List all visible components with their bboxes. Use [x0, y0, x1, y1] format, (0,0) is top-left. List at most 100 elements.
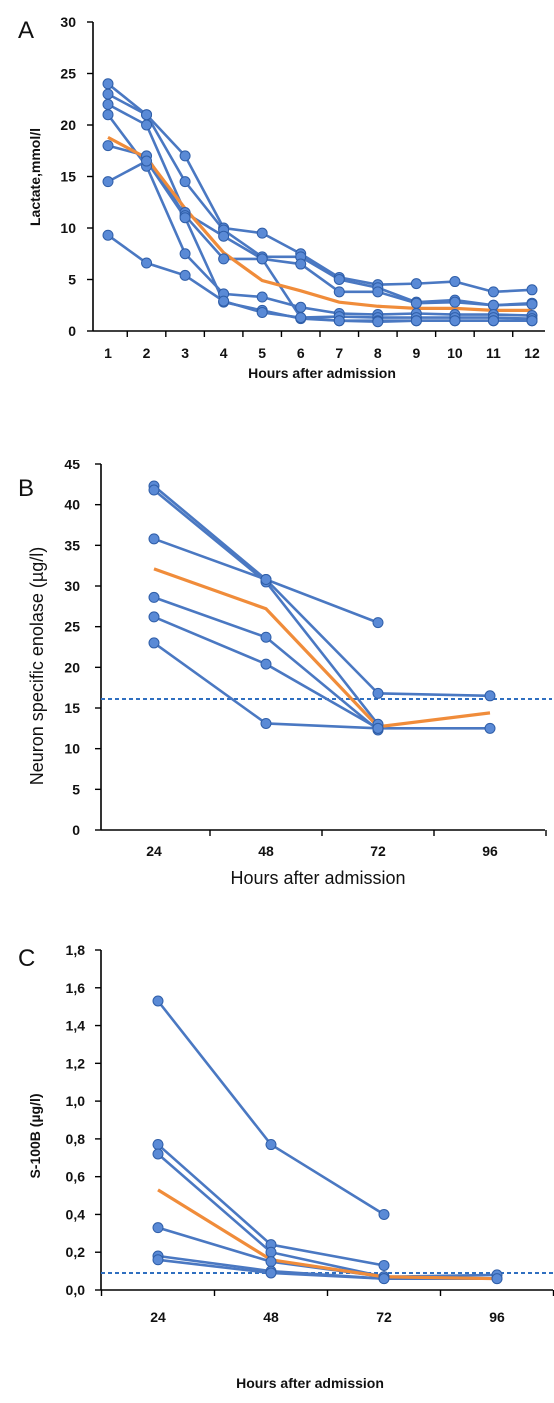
data-point [260, 658, 272, 670]
series-line [107, 82, 533, 294]
mean-line [107, 135, 532, 312]
data-points [148, 480, 496, 736]
x-tick-label: 48 [258, 843, 274, 859]
series-line [153, 641, 490, 730]
series-line [153, 484, 379, 624]
data-point [333, 274, 345, 285]
data-point [141, 119, 153, 131]
data-points [152, 995, 503, 1285]
data-point [141, 155, 153, 167]
panel-letter: B [18, 475, 34, 502]
data-point [295, 258, 307, 270]
data-point [141, 257, 153, 269]
s100b-chart: C S-100B (µg/l) Hours after admission 0,… [18, 942, 554, 1391]
x-tick-label: 11 [486, 345, 501, 361]
y-tick-label: 10 [64, 741, 80, 757]
y-tick-label: 0,6 [66, 1169, 86, 1185]
data-point [218, 295, 230, 307]
x-tick-label: 96 [482, 843, 498, 859]
data-point [265, 1256, 277, 1268]
y-tick-label: 5 [72, 781, 80, 797]
mean-line [153, 567, 491, 729]
data-point [260, 631, 272, 643]
data-point [218, 230, 230, 242]
data-point [265, 1246, 277, 1258]
y-axis-title: Lactate,mmol/l [27, 128, 43, 226]
data-point [218, 253, 230, 265]
x-tick-label: 5 [258, 345, 266, 361]
data-point [295, 312, 307, 324]
data-point [102, 98, 114, 110]
data-point [449, 315, 461, 327]
data-point [148, 484, 160, 496]
data-point [179, 150, 191, 162]
x-tick-label: 9 [412, 345, 420, 361]
x-tick-label: 10 [447, 345, 463, 361]
series-line [107, 92, 533, 307]
y-tick-label: 45 [64, 460, 80, 472]
data-point [372, 316, 384, 328]
data-point [295, 301, 307, 313]
x-axis-title: Hours after admission [236, 1375, 384, 1391]
data-point [487, 315, 499, 327]
data-point [265, 1267, 277, 1279]
y-tick-label: 40 [64, 497, 80, 513]
data-point [372, 722, 384, 734]
data-point [526, 315, 538, 327]
y-tick-label: 10 [60, 220, 76, 236]
data-point [102, 88, 114, 100]
y-tick-label: 25 [60, 66, 76, 82]
y-tick-label: 15 [64, 700, 80, 716]
y-tick-label: 0,4 [66, 1206, 86, 1222]
y-tick-label: 5 [68, 272, 76, 288]
data-point [256, 306, 268, 318]
panel-letter: C [18, 945, 35, 972]
data-point [260, 717, 272, 729]
x-tick-label: 24 [150, 1309, 166, 1325]
panel-letter: A [18, 17, 34, 44]
data-point [260, 573, 272, 585]
x-tick-label: 12 [524, 345, 540, 361]
x-axis-title: Hours after admission [230, 868, 405, 888]
x-axis-title: Hours after admission [248, 365, 396, 381]
data-point [102, 229, 114, 241]
x-tick-label: 2 [143, 345, 151, 361]
data-point [265, 1139, 277, 1151]
patient-series [153, 484, 491, 731]
y-tick-label: 0,8 [66, 1131, 86, 1147]
y-tick-label: 0 [68, 323, 76, 339]
data-point [526, 298, 538, 310]
data-point [148, 591, 160, 603]
x-tick-label: 8 [374, 345, 382, 361]
y-tick-label: 0,0 [66, 1282, 86, 1298]
axes: 0,0 0,2 0,4 0,6 0,8 1,0 1,2 1,4 1,6 1,8 24 48 72 96 [66, 942, 554, 1325]
y-tick-label: 20 [60, 117, 76, 133]
data-point [410, 278, 422, 290]
y-tick-label: 20 [64, 659, 80, 675]
data-point [484, 690, 496, 702]
data-point [102, 78, 114, 90]
data-point [152, 995, 164, 1007]
y-tick-label: 1,4 [66, 1018, 86, 1034]
series-line [157, 1153, 498, 1280]
data-point [333, 315, 345, 327]
data-point [148, 637, 160, 649]
y-tick-label: 35 [64, 537, 80, 553]
patient-series [156, 1000, 498, 1280]
data-point [141, 109, 153, 121]
data-point [372, 687, 384, 699]
series-line [106, 113, 533, 317]
y-tick-label: 0,2 [66, 1244, 86, 1260]
data-point [148, 611, 160, 623]
data-point [102, 176, 114, 188]
data-points [102, 78, 538, 328]
data-point [256, 291, 268, 303]
data-point [410, 297, 422, 309]
series-line [107, 234, 532, 324]
y-axis-title: Neuron specific enolase (µg/l) [27, 547, 47, 785]
y-tick-label: 1,8 [66, 942, 86, 958]
y-tick-label: 30 [60, 14, 76, 30]
data-point [152, 1148, 164, 1160]
series-line [107, 144, 533, 320]
x-tick-label: 4 [220, 345, 228, 361]
